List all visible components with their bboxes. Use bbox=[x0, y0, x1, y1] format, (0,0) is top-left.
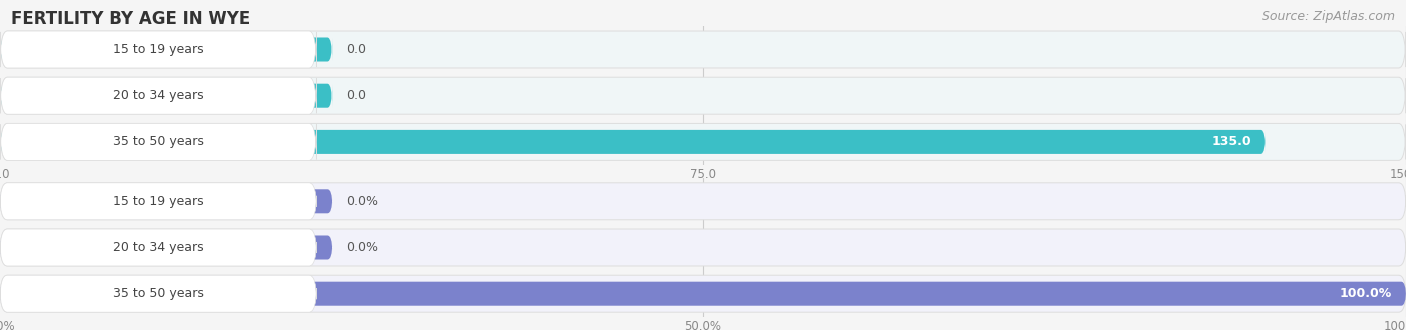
FancyBboxPatch shape bbox=[0, 183, 1406, 220]
Text: 0.0%: 0.0% bbox=[346, 195, 378, 208]
FancyBboxPatch shape bbox=[0, 77, 316, 114]
FancyBboxPatch shape bbox=[0, 229, 1406, 266]
FancyBboxPatch shape bbox=[0, 189, 332, 213]
Text: 135.0: 135.0 bbox=[1212, 135, 1251, 148]
Text: 15 to 19 years: 15 to 19 years bbox=[112, 195, 204, 208]
FancyBboxPatch shape bbox=[0, 236, 332, 259]
FancyBboxPatch shape bbox=[0, 31, 316, 68]
Text: Source: ZipAtlas.com: Source: ZipAtlas.com bbox=[1261, 10, 1395, 23]
Text: 0.0: 0.0 bbox=[346, 43, 366, 56]
Text: 35 to 50 years: 35 to 50 years bbox=[112, 287, 204, 300]
FancyBboxPatch shape bbox=[0, 123, 1406, 160]
Text: 100.0%: 100.0% bbox=[1340, 287, 1392, 300]
FancyBboxPatch shape bbox=[0, 77, 1406, 114]
FancyBboxPatch shape bbox=[0, 183, 316, 220]
FancyBboxPatch shape bbox=[0, 275, 1406, 312]
FancyBboxPatch shape bbox=[0, 84, 332, 108]
FancyBboxPatch shape bbox=[0, 38, 332, 61]
Text: 20 to 34 years: 20 to 34 years bbox=[112, 89, 204, 102]
Text: FERTILITY BY AGE IN WYE: FERTILITY BY AGE IN WYE bbox=[11, 10, 250, 28]
FancyBboxPatch shape bbox=[0, 282, 1406, 306]
FancyBboxPatch shape bbox=[0, 229, 316, 266]
FancyBboxPatch shape bbox=[0, 275, 316, 312]
Text: 15 to 19 years: 15 to 19 years bbox=[112, 43, 204, 56]
FancyBboxPatch shape bbox=[0, 123, 316, 160]
Text: 0.0%: 0.0% bbox=[346, 241, 378, 254]
FancyBboxPatch shape bbox=[0, 130, 1265, 154]
FancyBboxPatch shape bbox=[0, 31, 1406, 68]
Text: 20 to 34 years: 20 to 34 years bbox=[112, 241, 204, 254]
Text: 35 to 50 years: 35 to 50 years bbox=[112, 135, 204, 148]
Text: 0.0: 0.0 bbox=[346, 89, 366, 102]
